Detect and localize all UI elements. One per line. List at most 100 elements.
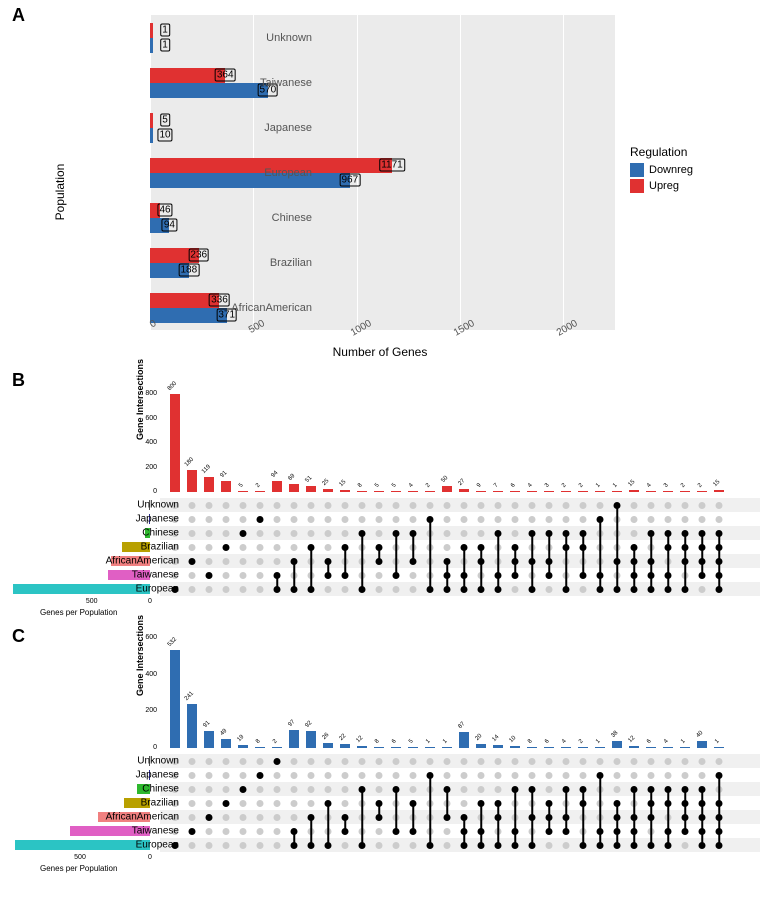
intersection-bar bbox=[357, 746, 367, 748]
intersection-bar bbox=[612, 741, 622, 748]
matrix-dot bbox=[665, 516, 672, 523]
matrix-dot bbox=[274, 786, 281, 793]
panel-a-plot: 1136457051011719674694236188336371 bbox=[150, 15, 615, 330]
matrix-dot bbox=[240, 516, 247, 523]
setsize-bar bbox=[13, 584, 150, 594]
matrix-dot bbox=[580, 502, 587, 509]
matrix-dot bbox=[631, 530, 638, 537]
matrix-dot bbox=[206, 558, 213, 565]
matrix-dot bbox=[223, 842, 230, 849]
int-ytick: 0 bbox=[145, 488, 157, 495]
intersection-value: 12 bbox=[627, 735, 636, 744]
intersection-bar bbox=[561, 747, 571, 748]
intersection-value: 4 bbox=[527, 482, 534, 489]
matrix-dot bbox=[189, 828, 196, 835]
setsize-tick: 0 bbox=[148, 854, 152, 861]
matrix-dot bbox=[614, 772, 621, 779]
intersection-bar bbox=[697, 741, 707, 748]
intersection-value: 14 bbox=[491, 734, 500, 743]
intersection-value: 4 bbox=[408, 482, 415, 489]
matrix-dot bbox=[325, 516, 332, 523]
matrix-dot bbox=[274, 516, 281, 523]
matrix-dot bbox=[342, 516, 349, 523]
matrix-dot bbox=[274, 772, 281, 779]
intersection-value: 4 bbox=[646, 482, 653, 489]
matrix-connector bbox=[548, 533, 550, 575]
intersection-value: 15 bbox=[627, 479, 636, 488]
intersection-value: 91 bbox=[219, 470, 228, 479]
intersection-bar bbox=[408, 491, 418, 492]
matrix-dot bbox=[461, 502, 468, 509]
intersection-bar bbox=[204, 731, 214, 748]
matrix-dot bbox=[189, 772, 196, 779]
intersection-value: 241 bbox=[184, 691, 195, 702]
matrix-dot bbox=[563, 516, 570, 523]
matrix-dot bbox=[206, 758, 213, 765]
row-label: Unknown bbox=[137, 756, 179, 767]
matrix-connector bbox=[633, 547, 635, 589]
matrix-dot bbox=[580, 516, 587, 523]
matrix-dot bbox=[189, 530, 196, 537]
panel-c: C Gene Intersections 5322419149198297922… bbox=[0, 626, 784, 882]
row-label: Japanese bbox=[136, 514, 179, 525]
matrix-connector bbox=[446, 561, 448, 589]
intersection-value: 6 bbox=[391, 738, 398, 745]
matrix-dot bbox=[291, 530, 298, 537]
matrix-dot bbox=[563, 502, 570, 509]
matrix-connector bbox=[344, 817, 346, 831]
matrix-dot bbox=[206, 516, 213, 523]
matrix-dot bbox=[495, 502, 502, 509]
matrix-connector bbox=[718, 775, 720, 845]
matrix-dot bbox=[580, 772, 587, 779]
matrix-connector bbox=[616, 505, 618, 589]
matrix-dot bbox=[308, 516, 315, 523]
matrix-dot bbox=[716, 502, 723, 509]
matrix-row bbox=[160, 768, 760, 782]
intersection-value: 92 bbox=[304, 720, 313, 729]
matrix-dot bbox=[257, 502, 264, 509]
matrix-dot bbox=[189, 814, 196, 821]
panel-b-matrix bbox=[160, 498, 760, 596]
intersection-value: 119 bbox=[201, 464, 212, 475]
intersection-bar bbox=[510, 491, 520, 492]
matrix-dot bbox=[648, 772, 655, 779]
legend-swatch bbox=[630, 163, 644, 177]
setsize-bar bbox=[15, 840, 150, 850]
matrix-dot bbox=[682, 516, 689, 523]
matrix-dot bbox=[410, 786, 417, 793]
matrix-dot bbox=[257, 572, 264, 579]
matrix-dot bbox=[461, 516, 468, 523]
matrix-connector bbox=[667, 533, 669, 589]
matrix-dot bbox=[342, 800, 349, 807]
matrix-connector bbox=[633, 789, 635, 845]
matrix-dot bbox=[546, 516, 553, 523]
intersection-value: 94 bbox=[270, 470, 279, 479]
matrix-dot bbox=[393, 758, 400, 765]
matrix-dot bbox=[580, 758, 587, 765]
matrix-dot bbox=[189, 586, 196, 593]
intersection-bar bbox=[442, 747, 452, 748]
matrix-dot bbox=[223, 758, 230, 765]
matrix-dot bbox=[359, 772, 366, 779]
int-ytick: 200 bbox=[145, 464, 157, 471]
intersection-bar bbox=[459, 489, 469, 492]
matrix-dot bbox=[291, 516, 298, 523]
matrix-dot bbox=[240, 842, 247, 849]
bar-value: 94 bbox=[162, 219, 177, 232]
matrix-dot bbox=[648, 502, 655, 509]
intersection-bar bbox=[272, 481, 282, 492]
bar-value: 1 bbox=[160, 39, 170, 52]
row-label: Brazilian bbox=[141, 542, 179, 553]
matrix-dot bbox=[240, 572, 247, 579]
intersection-bar bbox=[680, 491, 690, 492]
matrix-dot bbox=[240, 786, 247, 793]
matrix-dot bbox=[291, 544, 298, 551]
matrix-dot bbox=[580, 586, 587, 593]
matrix-connector bbox=[412, 533, 414, 561]
matrix-connector bbox=[344, 547, 346, 575]
row-label: Taiwanese bbox=[132, 826, 179, 837]
bar-value: 236 bbox=[188, 249, 209, 262]
matrix-dot bbox=[257, 800, 264, 807]
intersection-bar bbox=[255, 491, 265, 492]
matrix-dot bbox=[206, 814, 213, 821]
